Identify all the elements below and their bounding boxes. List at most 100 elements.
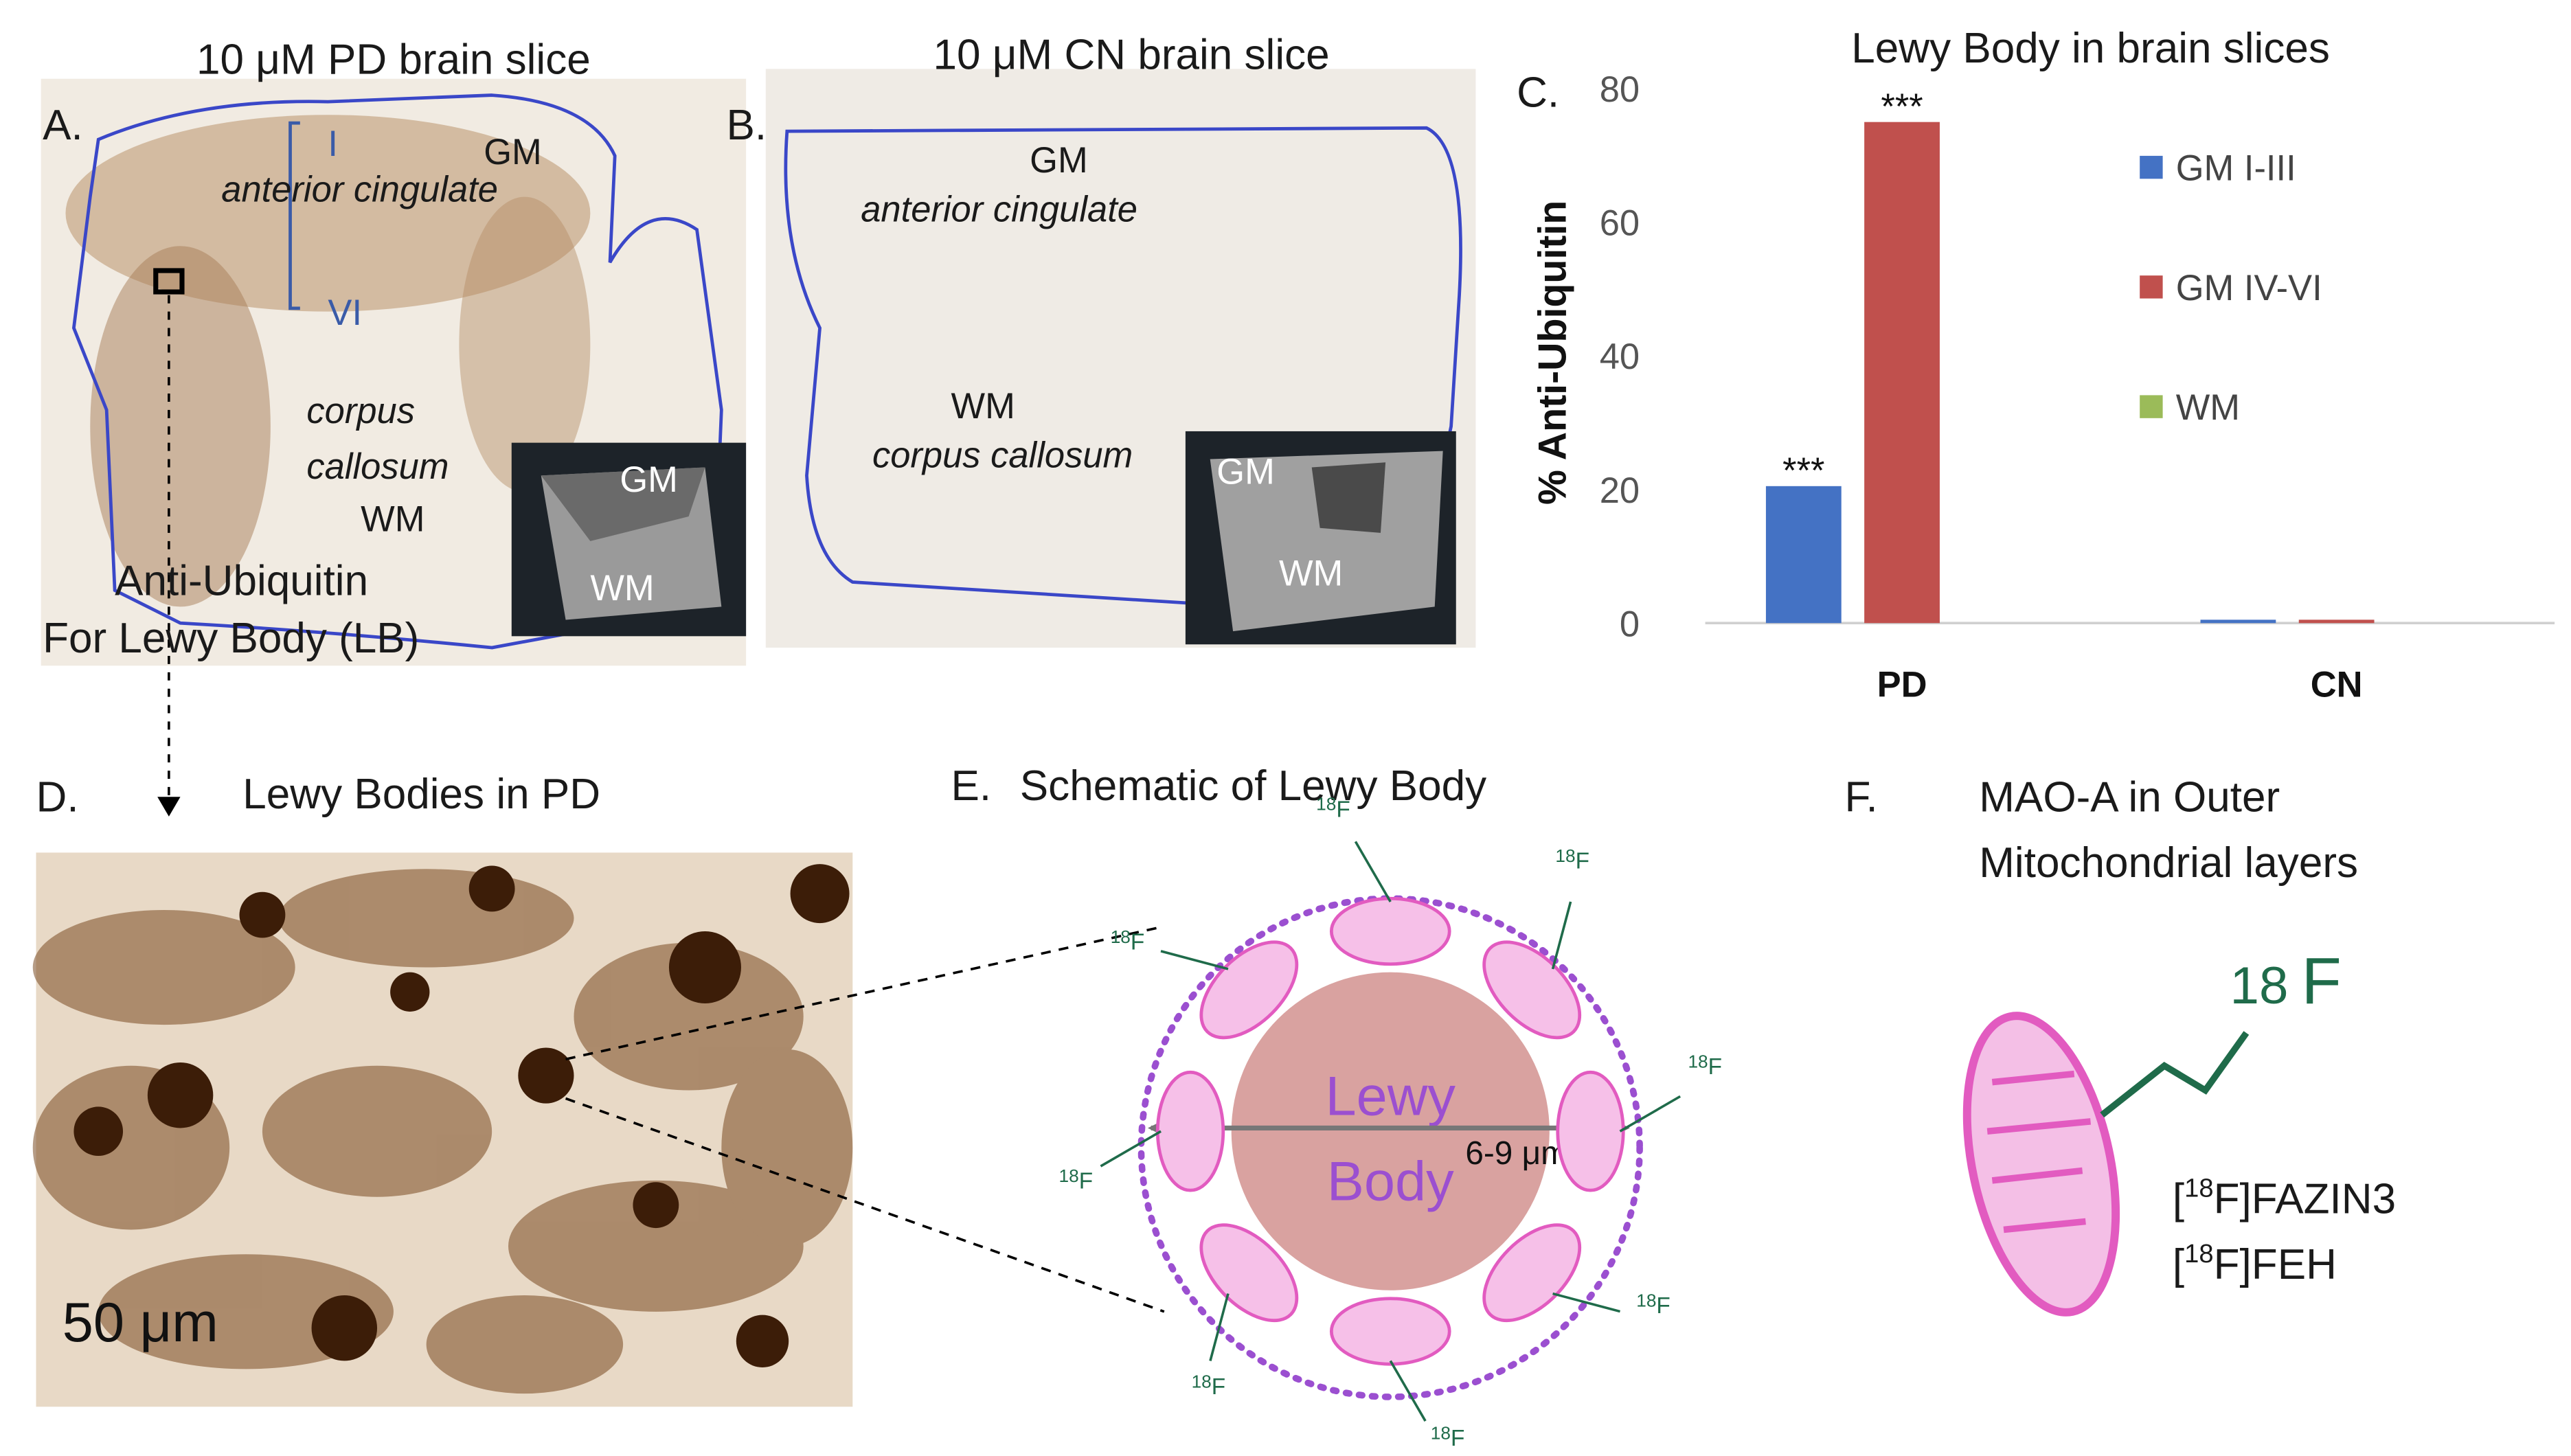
tracer-label: [18F]FAZIN3 — [2173, 1174, 2396, 1223]
zoom-line — [565, 925, 1165, 1060]
isotope-label: 18F — [1192, 1371, 1226, 1400]
region-label: anterior cingulate — [221, 170, 498, 210]
panel-title: Schematic of Lewy Body — [1020, 762, 1486, 810]
isotope-label: 18F — [1636, 1290, 1670, 1319]
y-tick-label: 80 — [1600, 69, 1640, 110]
mitochondrion — [1556, 1070, 1625, 1192]
y-tick-label: 60 — [1600, 203, 1640, 244]
panel-letter: E. — [951, 762, 992, 810]
isotope-element: F — [1451, 1426, 1464, 1451]
panel-letter: F. — [1845, 774, 1878, 821]
legend-label: GM IV-VI — [2176, 268, 2322, 308]
linker — [1209, 1293, 1230, 1361]
legend-swatch — [2140, 155, 2163, 179]
isotope-label: 18F — [1111, 926, 1145, 955]
inset-label: GM — [620, 459, 678, 500]
layer-label: VI — [328, 293, 362, 333]
mitochondrion — [1482, 940, 1582, 1040]
scale-bar-label: 50 μm — [63, 1292, 218, 1354]
isotope-mass: 18 — [2184, 1239, 2213, 1269]
panel-letter: B. — [726, 102, 767, 149]
inset-label: GM — [1216, 451, 1275, 492]
x-tick-label: PD — [1877, 665, 1927, 705]
mitochondrion — [1962, 1012, 2120, 1317]
linker — [2100, 1031, 2250, 1118]
linker — [1100, 1130, 1162, 1168]
bracket: [ — [2173, 1176, 2184, 1223]
isotope-element: F — [1336, 797, 1350, 822]
bar — [1765, 486, 1842, 624]
significance-label: *** — [1881, 87, 1923, 127]
y-tick-label: 0 — [1620, 604, 1640, 644]
x-tick-label: CN — [2311, 665, 2363, 705]
isotope-mass: 18 — [2184, 1174, 2213, 1203]
mitochondrion — [1329, 896, 1451, 966]
panel-letter: A. — [43, 102, 83, 149]
isotope-label: 18F — [1316, 794, 1350, 823]
linker — [1552, 1292, 1620, 1313]
inset-tissue — [1210, 451, 1443, 632]
isotope-label: 18F — [1688, 1051, 1722, 1080]
stain-label: Anti-Ubiquitin — [115, 558, 368, 605]
y-tick-label: 40 — [1600, 337, 1640, 377]
region-label: callosum — [306, 446, 449, 487]
significance-label: *** — [1782, 451, 1824, 491]
isotope-mass: 18 — [1192, 1371, 1212, 1391]
isotope-mass: 18 — [1111, 926, 1131, 947]
inset-label: WM — [590, 568, 654, 608]
arrowhead — [157, 797, 181, 817]
cristae — [1986, 1070, 2092, 1233]
panel-title: MAO-A in Outer — [1979, 774, 2280, 821]
bar — [2200, 619, 2276, 624]
tracer-name: F]FAZIN3 — [2214, 1176, 2396, 1223]
isotope-label: 18F — [1555, 845, 1589, 874]
mitochondrion — [1482, 1223, 1582, 1323]
lewy-body — [1231, 972, 1550, 1290]
panel-letter: C. — [1517, 69, 1559, 116]
zoom-line — [565, 1097, 1165, 1313]
isotope-mass: 18 — [1431, 1423, 1451, 1444]
isotope-mass: 18 — [1555, 845, 1575, 866]
inset-label: WM — [1279, 553, 1343, 593]
isotope-element: F — [1079, 1169, 1093, 1194]
stain-label: For Lewy Body (LB) — [43, 615, 419, 662]
body-label: Lewy — [1326, 1065, 1456, 1127]
y-tick-label: 20 — [1600, 470, 1640, 511]
region-label: anterior cingulate — [861, 189, 1137, 229]
panel-title: Mitochondrial layers — [1979, 839, 2358, 887]
panel-e: E. Schematic of Lewy Body Lewy Body 6-9 … — [951, 762, 1723, 1451]
isotope-element: F — [1576, 848, 1589, 874]
isotope-element: F — [1131, 929, 1144, 955]
tracer-label: [18F]FEH — [2173, 1239, 2337, 1288]
lewy-bodies — [73, 864, 850, 1367]
linker — [1389, 1360, 1427, 1422]
isotope-mass: 18 — [1636, 1290, 1656, 1311]
isotope-label: 18F — [1059, 1165, 1094, 1194]
isotope-element: F — [1212, 1374, 1225, 1400]
linker — [1354, 841, 1392, 902]
linker — [1619, 1095, 1681, 1133]
y-axis-label: % Anti-Ubiquitin — [1531, 201, 1575, 505]
region-label: corpus — [306, 391, 415, 431]
region-label: GM — [1030, 140, 1088, 181]
panel-b: 10 μM CN brain slice B. GM anterior cing… — [726, 31, 1476, 648]
region-label: corpus callosum — [872, 435, 1133, 475]
mitochondrion — [1329, 1297, 1451, 1366]
legend-swatch — [2140, 395, 2163, 418]
panel-title: Lewy Bodies in PD — [242, 771, 600, 818]
isotope-mass: 18 — [2230, 957, 2288, 1015]
bracket: [ — [2173, 1241, 2184, 1288]
panel-f: F. MAO-A in Outer Mitochondrial layers 1… — [1845, 774, 2396, 1317]
tracer-name: F]FEH — [2214, 1241, 2337, 1288]
isotope-mass: 18 — [1316, 794, 1336, 815]
bar — [1864, 122, 1940, 624]
region-label: WM — [361, 499, 424, 540]
layer-bracket — [288, 121, 300, 310]
panel-a: 10 μM PD brain slice A. I VI GM anterior… — [41, 36, 747, 817]
mitochondrion — [1199, 940, 1299, 1040]
bar — [2298, 619, 2375, 624]
legend-label: WM — [2176, 387, 2240, 428]
